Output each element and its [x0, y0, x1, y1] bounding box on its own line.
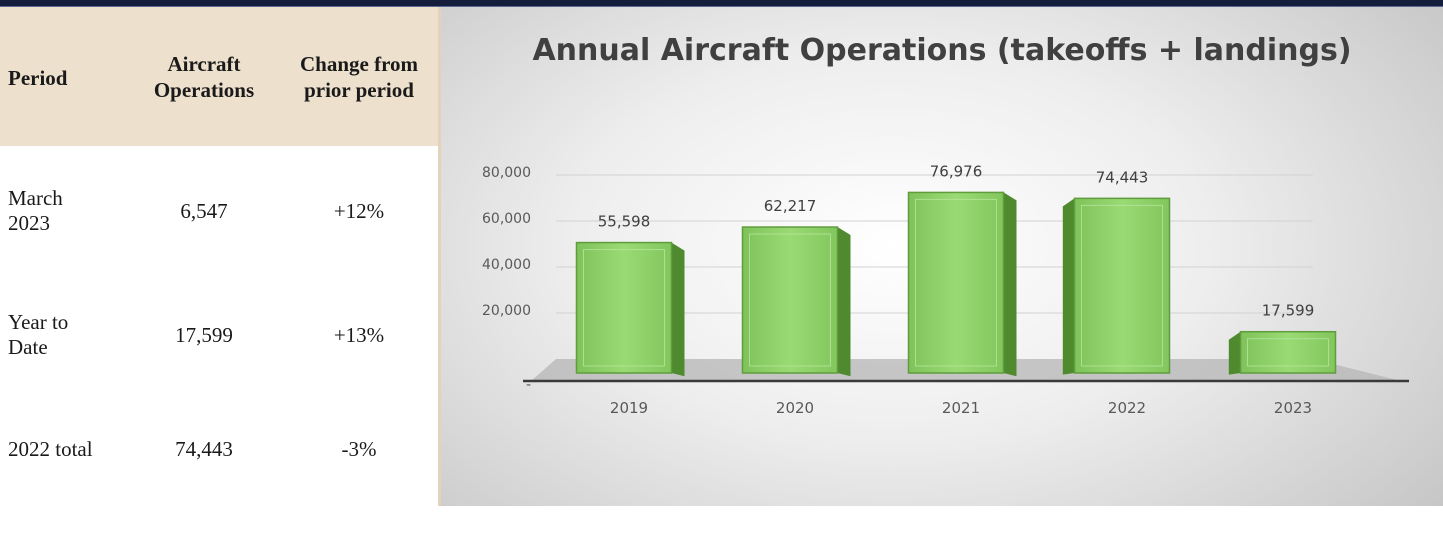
bar	[741, 226, 851, 377]
bar-front	[1073, 197, 1171, 374]
top-border	[0, 0, 1443, 7]
chart-title: Annual Aircraft Operations (takeoffs + l…	[532, 33, 1352, 68]
row-ops: 6,547	[180, 199, 228, 223]
row-period: Year to Date	[8, 310, 118, 360]
row-change: +12%	[333, 199, 385, 223]
header-aircraft-operations: Aircraft Operations	[134, 51, 274, 103]
row-ops: 17,599	[175, 323, 233, 347]
row-period-line1: March	[8, 186, 63, 210]
y-tick-label: 20,000	[482, 303, 531, 319]
bar	[1228, 330, 1337, 375]
bar-inner-edge	[749, 233, 831, 367]
column-divider	[438, 7, 441, 506]
header-change-line1: Change from	[299, 52, 419, 76]
bar	[1062, 197, 1171, 375]
x-tick-label: 2020	[776, 399, 814, 417]
table-row: Year to Date 17,599 +13%	[0, 310, 440, 430]
row-period-line1: Year to	[8, 310, 69, 334]
row-period-line2: Date	[8, 335, 48, 359]
bar-side	[837, 227, 851, 377]
x-tick-label: 2021	[942, 399, 980, 417]
bar-inner-edge	[1247, 338, 1329, 367]
data-label: 17,599	[1262, 302, 1315, 320]
data-label: 74,443	[1096, 168, 1149, 186]
y-tick-label: 80,000	[482, 165, 531, 181]
bar-side	[1003, 192, 1017, 377]
bar-front	[1239, 330, 1337, 374]
header-ops-line2: Operations	[153, 78, 255, 102]
header-change-line2: prior period	[304, 78, 414, 102]
header-period: Period	[8, 66, 68, 90]
header-change: Change from prior period	[278, 51, 440, 103]
bar-front	[907, 191, 1005, 374]
table-header: Period Aircraft Operations Change from p…	[0, 7, 440, 146]
bar-side	[671, 242, 685, 377]
bar-front	[575, 241, 673, 374]
row-period: March 2023	[8, 186, 118, 236]
row-period-line1: 2022 total	[8, 437, 93, 461]
row-period-line2: 2023	[8, 211, 50, 235]
y-tick-label: -	[526, 377, 531, 393]
data-label: 62,217	[764, 197, 817, 215]
y-tick-label: 60,000	[482, 211, 531, 227]
chart-panel: Annual Aircraft Operations (takeoffs + l…	[441, 7, 1443, 506]
bar	[907, 191, 1017, 377]
bar-side	[1228, 331, 1241, 375]
bar	[575, 241, 685, 377]
row-change: +13%	[333, 323, 385, 347]
x-tick-label: 2023	[1274, 399, 1312, 417]
bar-inner-edge	[915, 198, 997, 367]
table-row: 2022 total 74,443 -3%	[0, 437, 440, 557]
table-row: March 2023 6,547 +12%	[0, 186, 440, 306]
row-period: 2022 total	[8, 437, 118, 462]
bar-front	[741, 226, 839, 374]
row-change: -3%	[341, 437, 377, 461]
bar-inner-edge	[583, 249, 665, 367]
x-tick-label: 2019	[610, 399, 648, 417]
bar-side	[1062, 198, 1075, 375]
data-label: 76,976	[930, 162, 983, 180]
bar-inner-edge	[1081, 204, 1163, 367]
x-tick-label: 2022	[1108, 399, 1146, 417]
bar-chart: - 20,000 40,000 60,000 80,000 55,598 2019 62,21…	[482, 162, 1409, 417]
row-ops: 74,443	[175, 437, 233, 461]
operations-table: Period Aircraft Operations Change from p…	[0, 7, 440, 506]
y-tick-label: 40,000	[482, 257, 531, 273]
data-label: 55,598	[598, 213, 651, 231]
header-ops-line1: Aircraft	[167, 52, 241, 76]
